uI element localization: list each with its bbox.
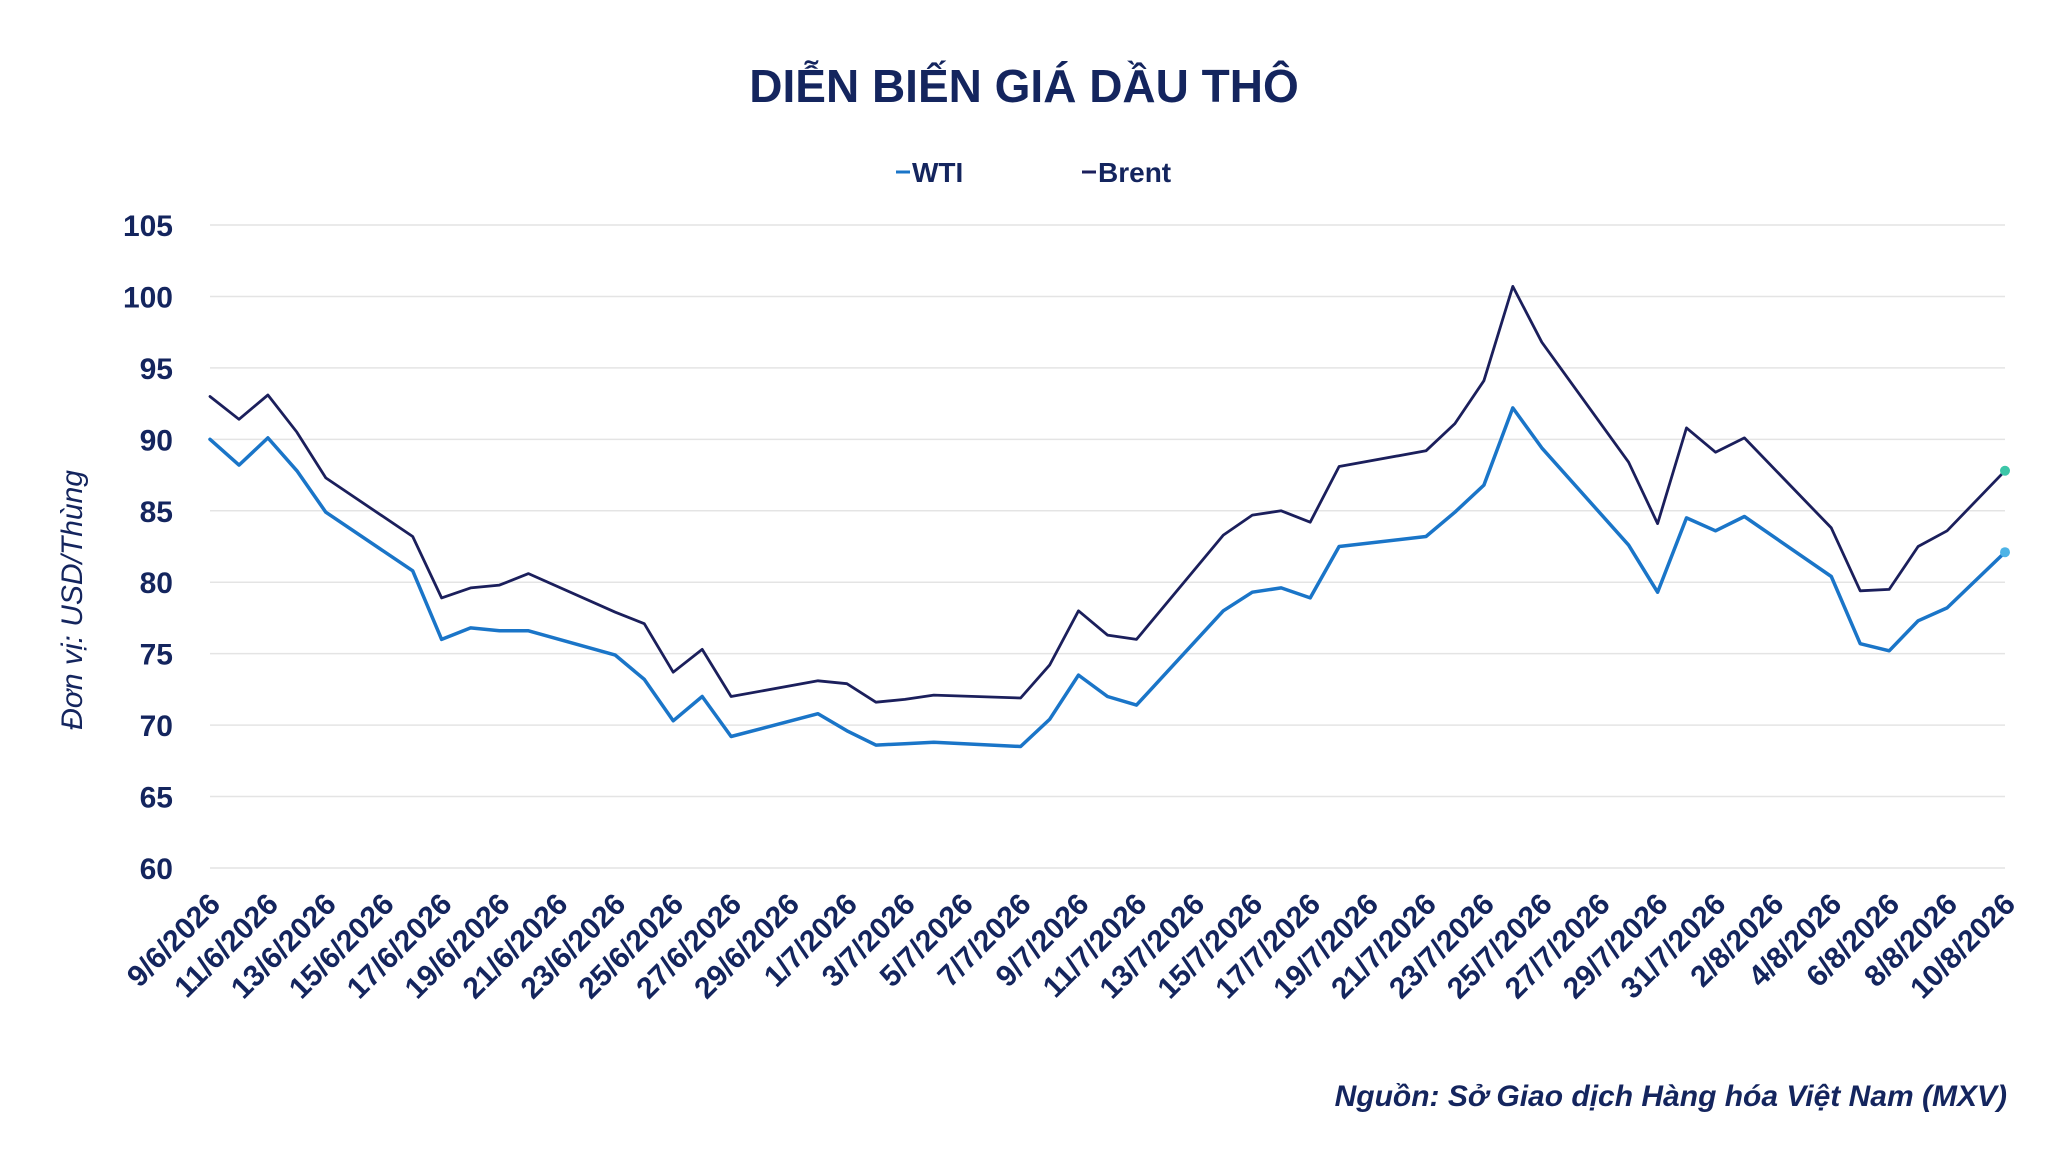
end-point-brent (2000, 465, 2010, 476)
y-axis-label: Đơn vị: USD/Thùng (56, 470, 89, 730)
y-tick-label: 80 (140, 567, 173, 600)
series-lines (208, 284, 2010, 749)
gridlines (210, 224, 2005, 869)
legend-label-brent: Brent (1098, 157, 1171, 188)
y-tick-label: 95 (140, 353, 173, 386)
end-point-wti (2000, 547, 2010, 558)
y-tick-label: 90 (140, 424, 173, 457)
y-axis-ticks: 60 65 70 75 80 85 90 95 100 105 (123, 210, 173, 886)
legend-label-wti: WTI (912, 157, 963, 188)
y-tick-label: 100 (123, 281, 173, 314)
y-tick-label: 85 (140, 496, 173, 529)
source-note: Nguồn: Sở Giao dịch Hàng hóa Việt Nam (M… (1335, 1080, 2007, 1113)
y-tick-label: 60 (140, 853, 173, 886)
y-tick-label: 65 (140, 782, 173, 815)
series-line-wti (208, 406, 2007, 749)
series-line-brent (208, 284, 2007, 704)
y-tick-label: 75 (140, 639, 173, 672)
y-tick-label: 70 (140, 710, 173, 743)
x-axis-ticks: 9/6/202611/6/202613/6/202615/6/202617/6/… (121, 888, 2022, 1006)
chart-title: DIỄN BIẾN GIÁ DẦU THÔ (749, 60, 1298, 112)
y-tick-label: 105 (123, 210, 173, 243)
legend: WTI Brent (896, 157, 1171, 188)
